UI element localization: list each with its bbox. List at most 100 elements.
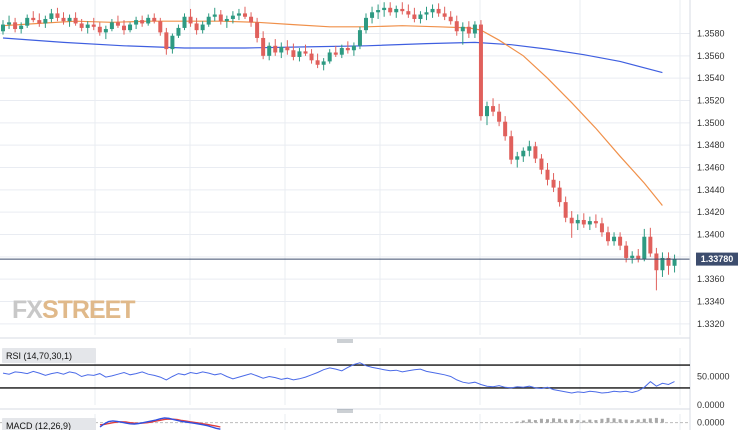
candle bbox=[376, 4, 381, 19]
candle bbox=[509, 130, 514, 165]
price-tick-label: 1.3480 bbox=[697, 140, 725, 150]
candle-body bbox=[303, 51, 308, 54]
candle-body bbox=[146, 17, 151, 24]
price-tick-label: 1.3340 bbox=[697, 297, 725, 307]
candle bbox=[521, 147, 526, 162]
candle bbox=[55, 7, 60, 22]
panel-resize-handle-macd[interactable] bbox=[0, 408, 690, 413]
macd-hist-bar bbox=[600, 418, 604, 423]
macd-hist-bar bbox=[648, 418, 652, 423]
candle-body bbox=[636, 255, 641, 260]
candle bbox=[557, 180, 562, 207]
macd-hist-bar bbox=[642, 418, 646, 423]
candle bbox=[672, 254, 677, 273]
candle bbox=[515, 151, 520, 168]
candle-body bbox=[424, 12, 429, 15]
macd-hist-bar bbox=[533, 420, 537, 423]
candle-body bbox=[672, 259, 677, 266]
macd-hist-bar bbox=[521, 420, 525, 423]
candle bbox=[128, 22, 133, 33]
candle-body bbox=[466, 26, 471, 34]
fxstreet-watermark: FXSTREET bbox=[12, 296, 136, 324]
candle-body bbox=[587, 221, 592, 225]
candle-body bbox=[630, 255, 635, 258]
candle-body bbox=[515, 156, 520, 160]
candle bbox=[400, 2, 405, 15]
price-tick-label: 1.3440 bbox=[697, 185, 725, 195]
rsi-legend[interactable]: RSI (14,70,30,1) bbox=[2, 348, 96, 363]
macd-axis: 0.0000 bbox=[697, 418, 725, 428]
candle bbox=[73, 12, 78, 26]
candle-body bbox=[563, 202, 568, 218]
candle-body bbox=[472, 24, 477, 34]
candle bbox=[388, 2, 393, 16]
rsi-axis: 50.0000 0.0000 bbox=[697, 372, 730, 411]
candle bbox=[134, 16, 139, 30]
macd-hist-bar bbox=[612, 418, 616, 423]
candle-body bbox=[79, 23, 84, 28]
candle bbox=[430, 4, 435, 18]
candle-body bbox=[61, 17, 66, 22]
candle bbox=[158, 17, 163, 36]
candle bbox=[412, 7, 417, 23]
candle bbox=[636, 249, 641, 263]
candle bbox=[454, 15, 459, 36]
candle bbox=[122, 20, 126, 35]
candle bbox=[67, 14, 72, 27]
candle bbox=[364, 13, 368, 34]
macd-legend[interactable]: MACD (12,26,9) bbox=[2, 418, 96, 430]
candle-body bbox=[261, 37, 266, 56]
candle bbox=[170, 33, 175, 54]
candle-body bbox=[103, 29, 108, 33]
candle-body bbox=[345, 48, 350, 51]
candle bbox=[545, 163, 550, 186]
candle bbox=[606, 226, 610, 246]
candle bbox=[382, 2, 387, 17]
candle-body bbox=[370, 12, 375, 18]
candle-body bbox=[140, 20, 145, 24]
macd-main-line bbox=[99, 417, 221, 430]
candle-body bbox=[624, 245, 629, 258]
candle bbox=[618, 232, 623, 251]
candle-body bbox=[660, 257, 665, 271]
candle-body bbox=[442, 13, 447, 17]
candle bbox=[442, 6, 447, 21]
candle bbox=[327, 49, 332, 64]
candle bbox=[291, 43, 296, 61]
rsi-legend-label: RSI (14,70,30,1) bbox=[6, 351, 72, 361]
candle bbox=[660, 252, 665, 277]
candle-body bbox=[394, 8, 399, 13]
candle bbox=[472, 21, 477, 38]
candle-body bbox=[164, 32, 169, 50]
candle-body bbox=[648, 236, 653, 254]
candle bbox=[654, 247, 659, 291]
candle bbox=[436, 3, 441, 17]
macd-hist-bar bbox=[588, 419, 592, 423]
candle-body bbox=[249, 16, 254, 23]
candle-body bbox=[134, 20, 139, 25]
candle-body bbox=[539, 158, 544, 170]
price-axis: 1.3580 1.3560 1.3540 1.3520 1.3500 1.3480 1.34… bbox=[689, 0, 725, 430]
candle bbox=[527, 140, 532, 157]
price-tick-label: 1.3460 bbox=[697, 163, 725, 173]
candle bbox=[230, 11, 235, 24]
macd-hist-bar bbox=[539, 418, 543, 423]
ma-slow-line bbox=[2, 37, 663, 74]
candle-body bbox=[406, 11, 411, 15]
candle-body bbox=[97, 26, 102, 33]
candle-body bbox=[91, 24, 96, 27]
candle bbox=[460, 22, 465, 45]
macd-hist-bar bbox=[636, 419, 640, 423]
panel-resize-handle-rsi[interactable] bbox=[0, 337, 690, 343]
rsi-tick-label: 50.0000 bbox=[697, 372, 730, 382]
candle-body bbox=[545, 169, 550, 180]
candle-body bbox=[152, 17, 157, 22]
candle-body bbox=[315, 60, 320, 65]
candle-body bbox=[230, 15, 235, 19]
macd-hist-bar bbox=[654, 417, 658, 423]
macd-hist-bar bbox=[552, 418, 556, 423]
candle bbox=[249, 12, 254, 27]
rsi-series bbox=[2, 362, 675, 394]
candle-body bbox=[212, 14, 217, 17]
